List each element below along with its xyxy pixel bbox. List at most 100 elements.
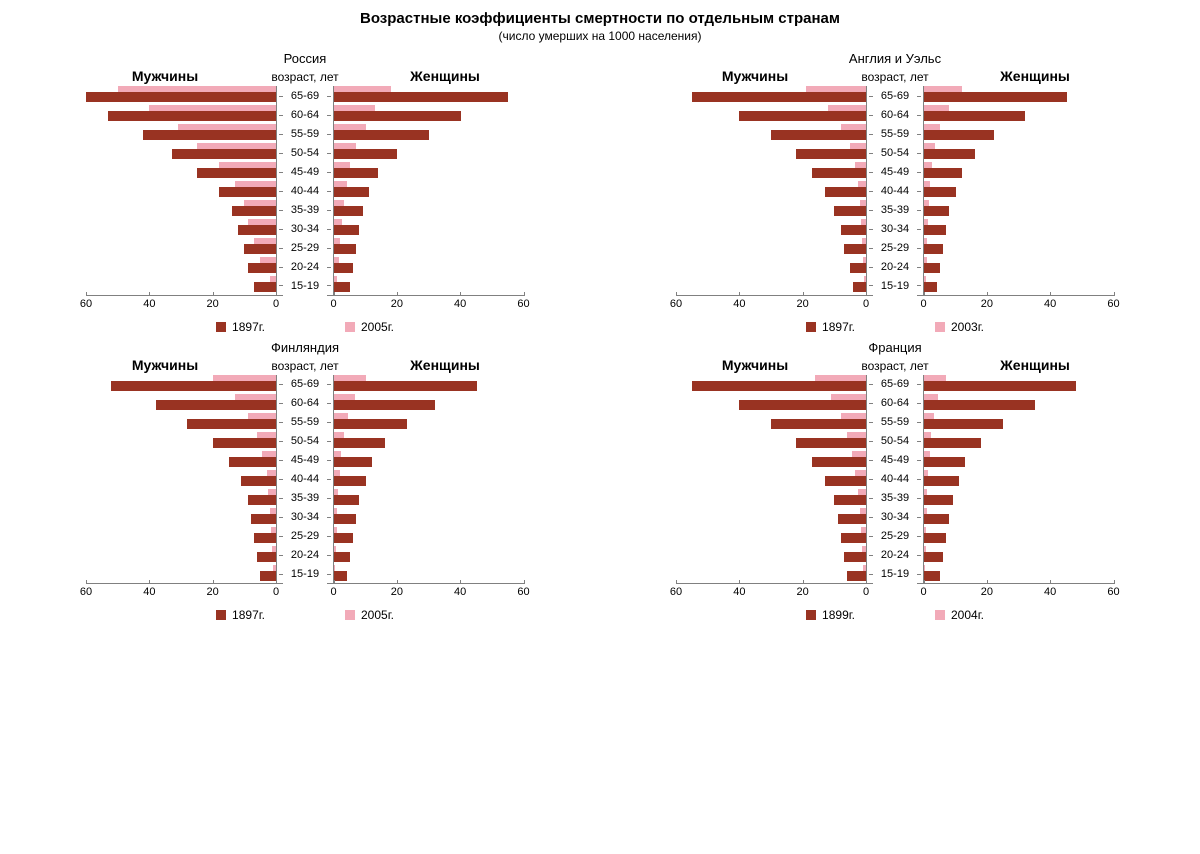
x-axis: 60402006040200 (676, 584, 1114, 603)
women-bar-old (334, 92, 508, 102)
ytick (867, 257, 874, 276)
age-group-label: 45-49 (283, 162, 327, 181)
age-group-label: 60-64 (283, 105, 327, 124)
men-bar-cell (86, 451, 277, 470)
men-bar-cell (86, 565, 277, 584)
men-bar-old (825, 187, 866, 197)
men-bar-old (229, 457, 277, 467)
women-bar-old (924, 111, 1025, 121)
men-bar-cell (676, 527, 867, 546)
ytick (277, 238, 284, 257)
men-bar-old (834, 206, 866, 216)
legend: 1897г.2005г. (20, 608, 590, 622)
men-label: Мужчины (65, 357, 265, 373)
men-bar-old (251, 514, 276, 524)
x-tick (460, 580, 461, 584)
men-bar-old (834, 495, 866, 505)
women-bar-old (334, 206, 363, 216)
x-tick (397, 580, 398, 584)
men-bar-cell (676, 257, 867, 276)
ytick (277, 86, 284, 105)
age-row: 40-44 (86, 181, 524, 200)
swatch-old (806, 322, 816, 332)
age-group-label: 50-54 (283, 432, 327, 451)
x-axis-side: 6040200 (334, 295, 525, 314)
pyramid-chart: 65-6960-6455-5950-5445-4940-4435-3930-34… (86, 86, 524, 314)
x-tick (1050, 292, 1051, 296)
men-bar-cell (676, 143, 867, 162)
ytick (867, 181, 874, 200)
ytick (277, 527, 284, 546)
age-group-label: 25-29 (873, 527, 917, 546)
ytick (867, 105, 874, 124)
women-bar-old (334, 187, 369, 197)
age-group-label: 25-29 (283, 238, 327, 257)
x-tick-label: 0 (273, 298, 279, 310)
swatch-old (216, 322, 226, 332)
age-group-label: 55-59 (873, 413, 917, 432)
women-bar-cell (334, 105, 525, 124)
age-group-label: 45-49 (283, 451, 327, 470)
women-bar-cell (924, 432, 1115, 451)
age-group-label: 60-64 (873, 105, 917, 124)
women-bar-old (334, 244, 356, 254)
women-bar-old (924, 225, 946, 235)
x-tick-label: 60 (1107, 586, 1119, 598)
women-bar-old (924, 244, 943, 254)
ytick (277, 375, 284, 394)
women-bar-old (334, 514, 356, 524)
age-row: 15-19 (86, 276, 524, 295)
women-bar-old (334, 400, 435, 410)
ytick (867, 508, 874, 527)
ytick (867, 489, 874, 508)
age-group-label: 20-24 (873, 546, 917, 565)
men-bar-old (847, 571, 866, 581)
pyramid-chart: 65-6960-6455-5950-5445-4940-4435-3930-34… (676, 375, 1114, 603)
age-group-label: 65-69 (283, 375, 327, 394)
men-bar-old (248, 263, 277, 273)
x-tick (924, 292, 925, 296)
x-axis: 60402006040200 (86, 584, 524, 603)
men-bar-cell (86, 105, 277, 124)
swatch-old (216, 610, 226, 620)
men-bar-old (796, 438, 866, 448)
men-bar-cell (86, 162, 277, 181)
ytick (277, 219, 284, 238)
legend-old: 1899г. (806, 608, 855, 622)
swatch-new (935, 322, 945, 332)
men-bar-old (197, 168, 276, 178)
age-row: 65-69 (676, 86, 1114, 105)
main-title: Возрастные коэффициенты смертности по от… (20, 10, 1180, 27)
x-tick (803, 292, 804, 296)
men-bar-old (143, 130, 276, 140)
men-bar-cell (676, 200, 867, 219)
men-bar-old (812, 457, 866, 467)
women-bar-cell (334, 489, 525, 508)
women-bar-cell (924, 508, 1115, 527)
age-row: 65-69 (86, 86, 524, 105)
x-tick-label: 20 (797, 298, 809, 310)
men-bar-old (111, 381, 276, 391)
age-group-label: 60-64 (873, 394, 917, 413)
x-tick (397, 292, 398, 296)
age-row: 45-49 (86, 162, 524, 181)
x-tick-label: 60 (80, 298, 92, 310)
ytick (277, 546, 284, 565)
age-group-label: 45-49 (873, 451, 917, 470)
x-tick (524, 292, 525, 296)
x-tick-label: 20 (391, 298, 403, 310)
men-bar-old (796, 149, 866, 159)
header-row: Мужчинывозраст, летЖенщины (610, 68, 1180, 84)
age-group-label: 50-54 (873, 432, 917, 451)
age-row: 45-49 (676, 162, 1114, 181)
women-bar-old (334, 149, 397, 159)
x-tick (739, 580, 740, 584)
ytick (277, 200, 284, 219)
x-tick (1050, 580, 1051, 584)
x-tick-label: 20 (981, 298, 993, 310)
age-group-label: 55-59 (283, 124, 327, 143)
legend-old-label: 1899г. (822, 608, 855, 622)
women-bar-old (924, 419, 1003, 429)
age-group-label: 30-34 (873, 219, 917, 238)
age-label: возраст, лет (855, 70, 935, 84)
